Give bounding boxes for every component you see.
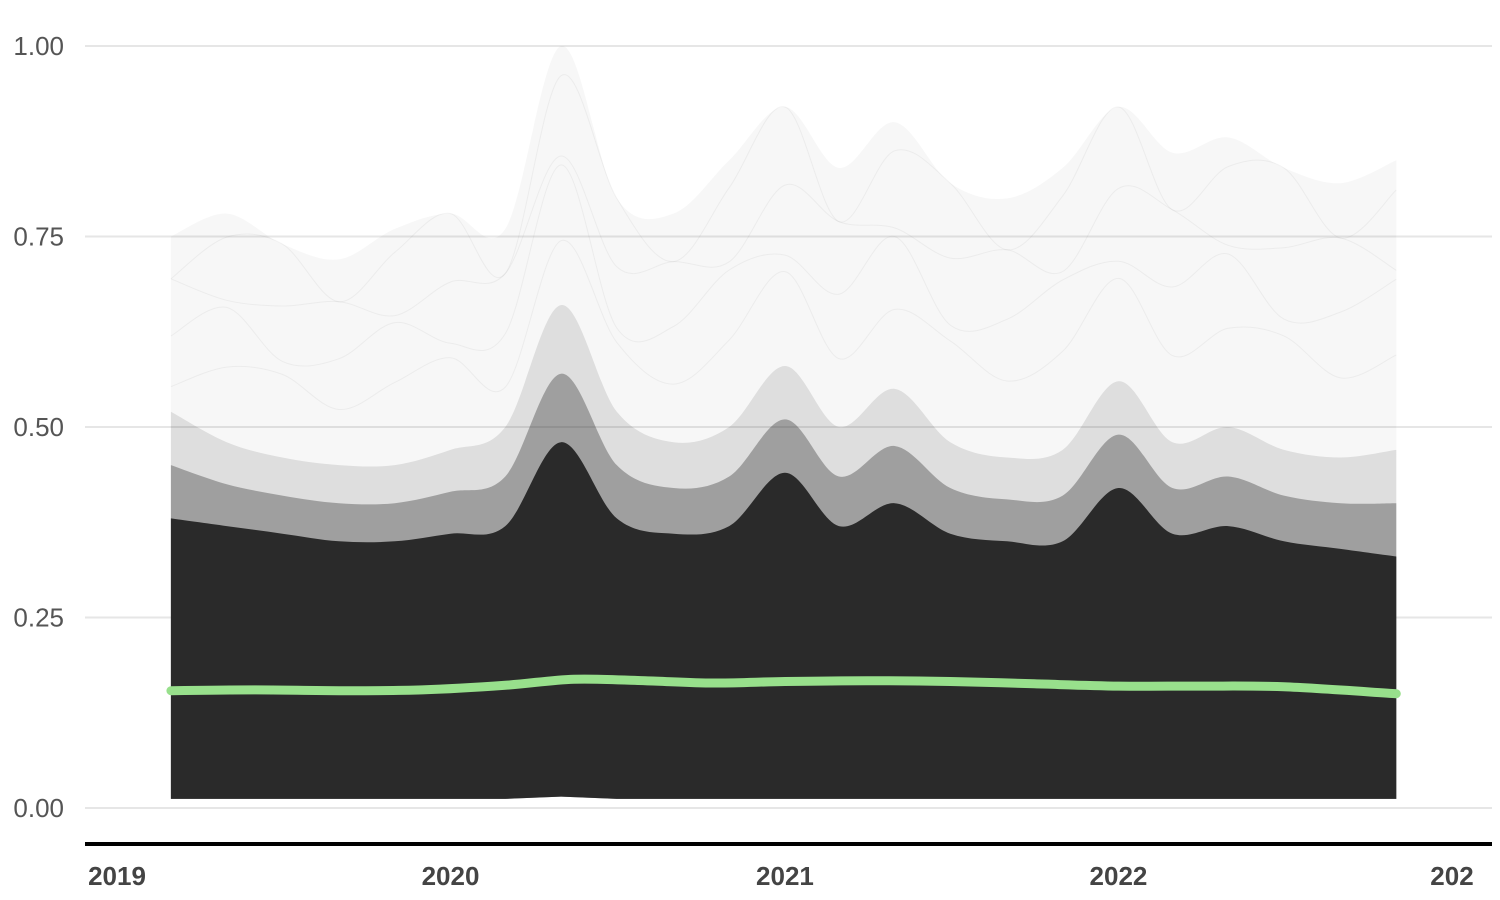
x-axis-ticks: 2019 2020 2021 2022 202: [88, 861, 1474, 891]
individual-line: [170, 74, 1397, 303]
line-bundle: [170, 74, 1397, 799]
y-axis-ticks: 0.00 0.25 0.50 0.75 1.00: [13, 31, 64, 823]
y-tick-label: 0.25: [13, 603, 64, 633]
individual-line: [170, 240, 1397, 411]
y-tick-label: 1.00: [13, 31, 64, 61]
individual-line: [170, 155, 1397, 317]
dense-envelope: [170, 442, 1397, 799]
x-tick-label: 2019: [88, 861, 146, 891]
individual-line: [170, 164, 1397, 367]
x-tick-label: 2021: [756, 861, 814, 891]
x-tick-label: 202: [1430, 861, 1473, 891]
x-tick-label: 2020: [422, 861, 480, 891]
trend-line: [166, 674, 1401, 699]
x-tick-label: 2022: [1090, 861, 1148, 891]
y-tick-label: 0.75: [13, 222, 64, 252]
y-tick-label: 0.50: [13, 412, 64, 442]
trend-line-group: [166, 674, 1401, 699]
y-tick-label: 0.00: [13, 793, 64, 823]
